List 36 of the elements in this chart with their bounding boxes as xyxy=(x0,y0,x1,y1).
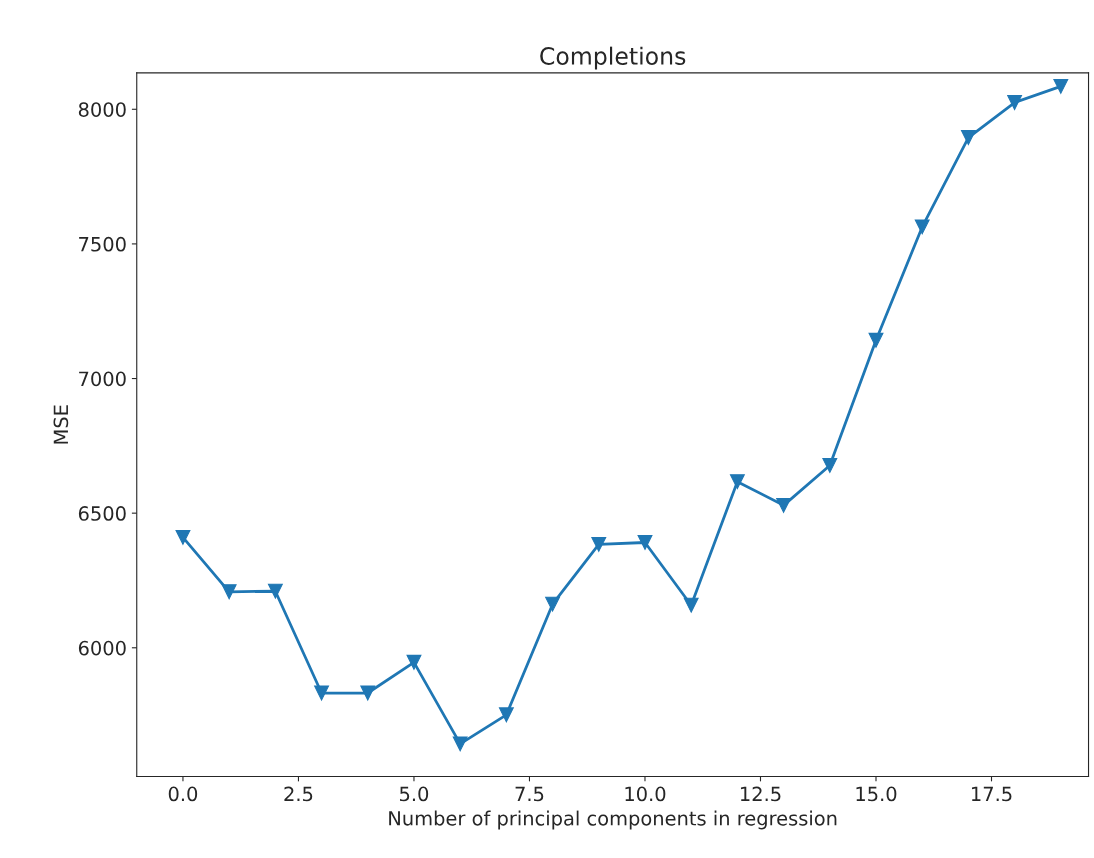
point xyxy=(175,529,191,545)
point xyxy=(637,535,653,550)
point xyxy=(360,685,376,701)
y-tick-label: 7500 xyxy=(79,236,126,252)
point xyxy=(960,130,976,146)
x-axis-title: Number of principal components in regression xyxy=(389,810,837,830)
y-axis-title: MSE xyxy=(53,405,69,444)
y-tick-label: 8000 xyxy=(78,102,126,117)
point xyxy=(1053,78,1069,94)
x-tick-label: 12.5 xyxy=(740,786,781,802)
y-tick-label: 7000 xyxy=(79,371,126,387)
chart-title: Completions xyxy=(540,46,686,70)
point xyxy=(776,497,792,513)
point xyxy=(729,474,745,490)
point xyxy=(545,596,561,612)
x-tick-label: 15.0 xyxy=(856,786,897,802)
point xyxy=(868,332,884,348)
x-tick-label: 5.0 xyxy=(400,786,429,802)
x-tick-label: 7.5 xyxy=(515,786,544,802)
x-tick-label: 10.0 xyxy=(625,786,666,802)
point xyxy=(1007,95,1023,111)
y-tick-label: 6500 xyxy=(78,506,126,521)
x-tick-label: 0.0 xyxy=(168,786,198,802)
point xyxy=(452,736,468,752)
point xyxy=(406,654,422,670)
point xyxy=(822,458,838,473)
point xyxy=(498,707,514,723)
y-tick-label: 6000 xyxy=(78,640,126,656)
x-tick-label: 17.5 xyxy=(971,786,1012,802)
point xyxy=(683,597,699,613)
point xyxy=(221,584,237,600)
x-tick-label: 2.5 xyxy=(284,786,313,802)
point xyxy=(267,583,283,599)
point xyxy=(314,685,330,701)
point xyxy=(591,536,607,552)
point xyxy=(914,219,930,235)
